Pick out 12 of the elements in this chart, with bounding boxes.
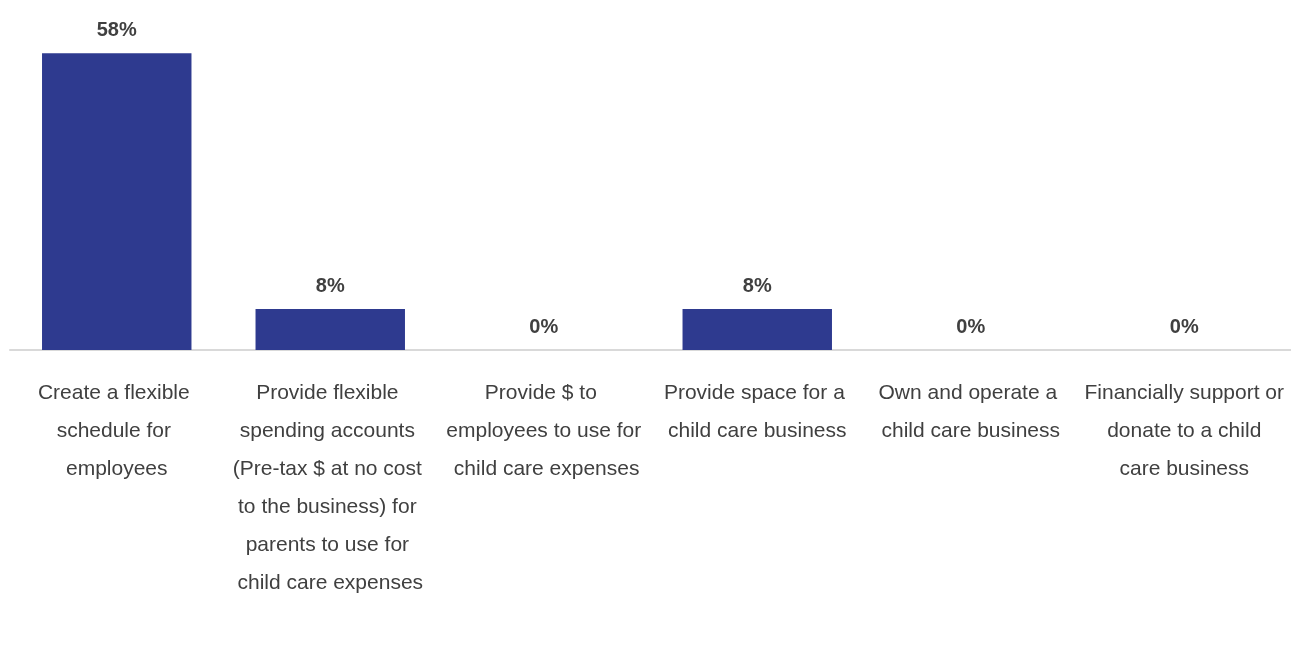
data-label: 0% xyxy=(1169,315,1199,337)
x-tick-label: Provide space for a child care business xyxy=(663,379,851,441)
data-label: 0% xyxy=(529,315,559,337)
x-tick-label: Own and operate a child care business xyxy=(878,379,1063,441)
data-label: 8% xyxy=(742,274,772,297)
x-tick-label: Provide $ to employees to use for child care expenses xyxy=(446,379,642,479)
x-tick-label: Create a flexible schedule for employees xyxy=(37,379,196,479)
data-label: 0% xyxy=(956,315,986,337)
x-tick-label: Provide flexible spending accounts (Pre-tax $ at no cost to the business) for parents to use for child care expenses xyxy=(232,379,428,593)
data-label: 58% xyxy=(96,18,137,41)
x-tick-label: Financially support or donate to a child care business xyxy=(1084,379,1285,479)
data-label: 8% xyxy=(315,274,345,297)
